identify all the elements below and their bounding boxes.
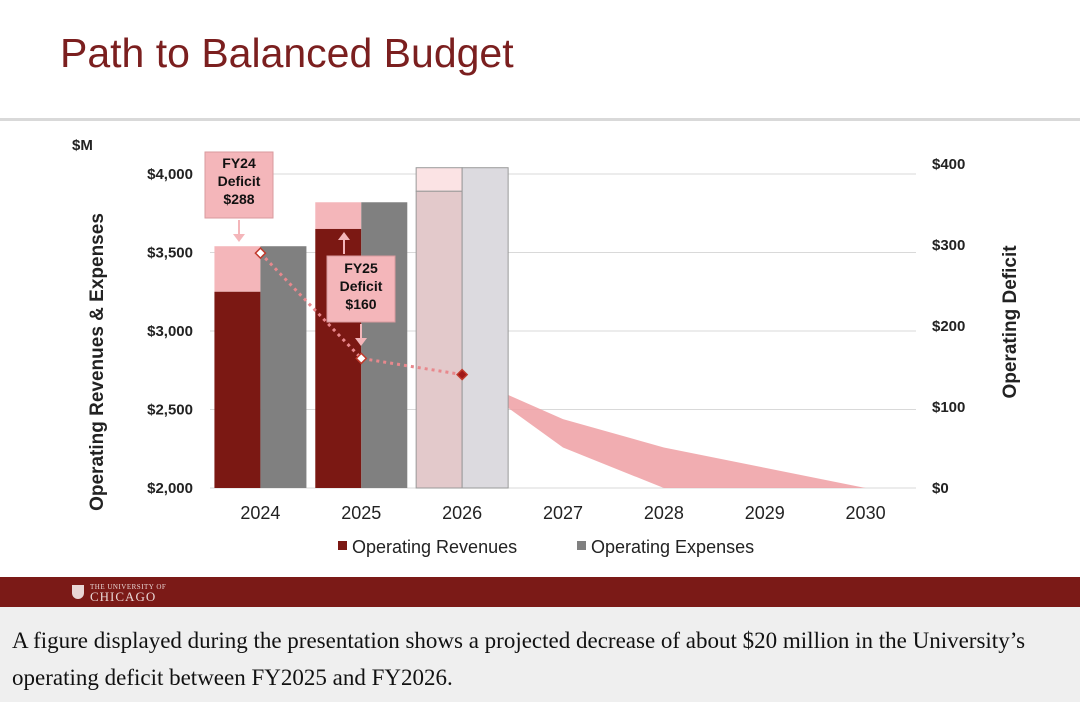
x-tick-label: 2025 [341,503,381,523]
slide-title: Path to Balanced Budget [60,30,514,76]
annotation-text: FY24 [222,155,256,171]
y-axis-title: Operating Revenues & Expenses [87,213,108,511]
legend-swatch-revenue [338,541,347,550]
deficit-segment [214,246,261,292]
revenue-bar [415,190,463,489]
y2-tick-label: $400 [932,156,965,173]
legend: Operating Revenues Operating Expenses [338,537,754,557]
projection-band [462,374,866,488]
y-tick-label: $4,000 [147,166,193,183]
expense-bar [361,202,408,488]
footer-band [0,577,1080,607]
annotation-box-fy25 [326,255,396,323]
annotation-text: $288 [223,191,254,207]
annotation-box-fy24 [204,151,274,219]
university-logo: THE UNIVERSITY OF CHICAGO [72,583,166,603]
y-tick-label: $3,500 [147,245,193,262]
legend-label: Operating Expenses [591,537,754,557]
title-divider [0,118,1080,121]
annotation-text: FY25 [344,260,378,276]
legend-swatch-expense [577,541,586,550]
deficit-line-layer [254,247,469,381]
caption-text: A figure displayed during the presentati… [12,628,1026,690]
y2-axis-title: Operating Deficit [1000,245,1021,399]
y2-tick-label: $100 [932,399,965,416]
annotation-text: Deficit [340,278,383,294]
x-tick-label: 2030 [846,503,886,523]
x-tick-label: 2028 [644,503,684,523]
annotations: FY24 Deficit $288 FY25 Deficit $160 [204,151,396,346]
y-tick-label: $2,500 [147,402,193,419]
deficit-point [355,352,368,365]
logo-line-1: THE UNIVERSITY OF [90,583,167,591]
axes: $2,000 $2,500 $3,000 $3,500 $4,000 $0 $100 $200… [72,137,1021,523]
x-tick-label: 2026 [442,503,482,523]
budget-chart: $2,000 $2,500 $3,000 $3,500 $4,000 $0 $100 $200… [72,137,1021,557]
x-tick-label: 2029 [745,503,785,523]
y-tick-label: $3,000 [147,323,193,340]
arrow-head-icon [338,232,350,240]
revenue-bar [214,291,261,488]
bars [214,167,509,489]
x-tick-label: 2027 [543,503,583,523]
deficit-segment [315,202,362,229]
projection-band-layer [462,374,866,488]
y2-tick-label: $0 [932,480,949,497]
caption-box: A figure displayed during the presentati… [0,607,1080,702]
legend-label: Operating Revenues [352,537,517,557]
y2-tick-label: $300 [932,237,965,254]
annotation-text: $160 [345,296,376,312]
annotation-text: Deficit [218,173,261,189]
deficit-point [456,368,469,381]
arrow-head-icon [233,234,245,242]
arrow-head-icon [355,338,367,346]
deficit-segment [415,167,463,192]
x-tick-label: 2024 [240,503,280,523]
logo-line-2: CHICAGO [90,589,157,604]
deficit-point [254,247,267,260]
expense-bar [260,246,307,488]
unit-label: $M [72,137,93,154]
shield-icon [72,585,84,599]
y2-tick-label: $200 [932,318,965,335]
y-tick-label: $2,000 [147,480,193,497]
expense-bar [461,167,509,489]
